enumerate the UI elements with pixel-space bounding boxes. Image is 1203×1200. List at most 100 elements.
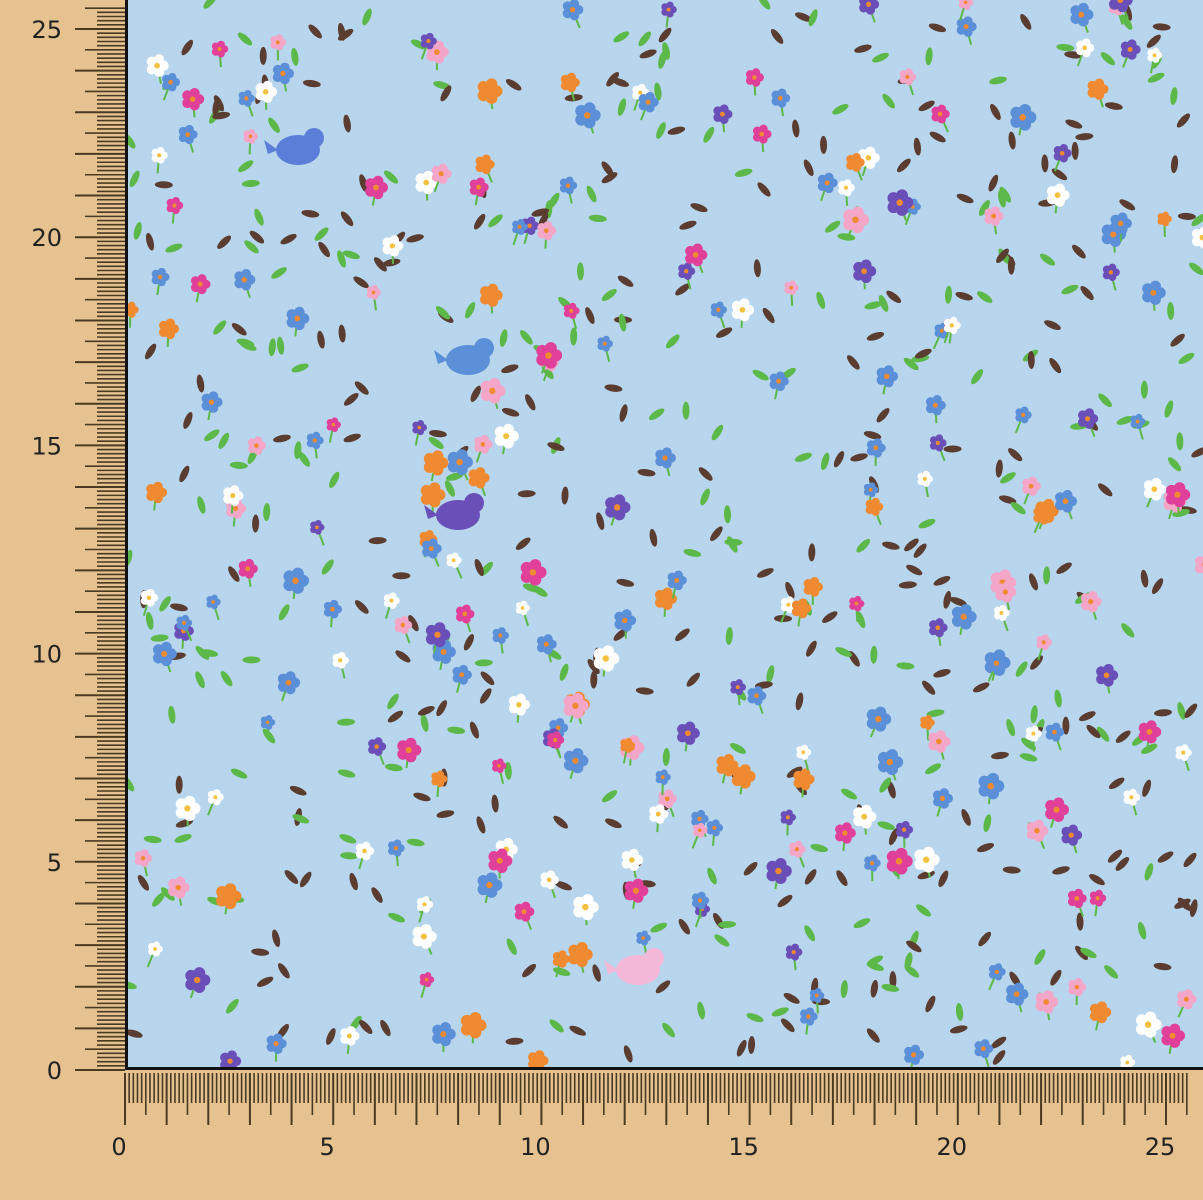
leaf-motif — [1056, 562, 1072, 574]
flower-motif — [1130, 413, 1146, 440]
leaf-motif — [505, 79, 522, 91]
flower-motif — [661, 1, 677, 28]
leaf-motif — [928, 23, 947, 33]
leaf-motif — [317, 330, 325, 349]
leaf-motif — [955, 291, 973, 301]
leaf-motif — [736, 1039, 747, 1057]
leaf-motif — [1137, 921, 1147, 940]
leaf-motif — [1147, 72, 1165, 83]
leaf-motif — [200, 649, 218, 657]
leaf-motif — [1115, 857, 1130, 871]
leaf-motif — [159, 596, 171, 612]
leaf-motif — [881, 984, 900, 992]
flower-motif — [1045, 722, 1065, 751]
leaf-motif — [656, 122, 666, 139]
flower-motif — [929, 434, 947, 462]
flower-motif — [162, 72, 181, 101]
leaf-motif — [1039, 253, 1056, 266]
leaf-motif — [294, 441, 302, 460]
leaf-motif — [639, 49, 657, 59]
leaf-motif — [1007, 256, 1015, 275]
flower-motif — [1110, 212, 1132, 242]
leaf-motif — [866, 332, 885, 341]
flower-motif — [151, 147, 168, 174]
flower-motif — [562, 0, 584, 29]
flower-motif — [838, 179, 855, 206]
leaf-motif — [944, 285, 953, 304]
leaf-motif — [1010, 502, 1026, 515]
flower-motif — [974, 1039, 994, 1067]
flower-motif — [1138, 720, 1162, 751]
leaf-motif — [340, 852, 359, 860]
leaf-motif — [586, 185, 597, 203]
leaf-motif — [956, 193, 974, 204]
flower-motif — [791, 598, 812, 627]
flower-motif — [1087, 78, 1109, 108]
leaf-motif — [242, 656, 261, 664]
leaf-motif — [1140, 569, 1149, 588]
flower-motif — [1123, 788, 1141, 816]
leaf-motif — [978, 200, 991, 216]
floral-pattern — [128, 0, 1203, 1067]
leaf-motif — [501, 407, 520, 417]
leaf-motif — [301, 210, 320, 218]
leaf-motif — [1098, 393, 1112, 408]
leaf-motif — [145, 232, 155, 251]
leaf-motif — [757, 182, 771, 197]
leaf-motif — [413, 792, 431, 802]
flower-motif — [355, 841, 375, 870]
leaf-motif — [476, 816, 486, 834]
leaf-motif — [675, 283, 691, 296]
leaf-motif — [601, 288, 617, 302]
leaf-motif — [756, 568, 774, 578]
leaf-motif — [998, 495, 1017, 504]
flower-motif — [166, 197, 184, 224]
leaf-motif — [1086, 724, 1101, 739]
leaf-motif — [913, 543, 927, 558]
leaf-motif — [658, 51, 667, 69]
leaf-motif — [1176, 113, 1191, 128]
leaf-motif — [906, 564, 923, 576]
leaf-motif — [898, 581, 917, 589]
leaf-motif — [943, 445, 962, 453]
leaf-motif — [1177, 212, 1196, 220]
flower-motif — [272, 62, 295, 92]
flower-motif — [431, 770, 448, 797]
flower-motif — [1068, 977, 1087, 1006]
leaf-motif — [832, 103, 849, 115]
leaf-motif — [658, 27, 672, 43]
leaf-motif — [866, 1028, 880, 1043]
leaf-motif — [276, 336, 285, 355]
leaf-motif — [244, 240, 259, 254]
flower-motif — [528, 1050, 549, 1067]
flower-motif — [896, 820, 914, 848]
leaf-motif — [619, 404, 628, 422]
flower-motif — [1026, 819, 1049, 850]
leaf-motif — [531, 585, 548, 597]
leaf-motif — [197, 496, 206, 514]
leaf-motif — [179, 465, 190, 483]
leaf-motif — [150, 634, 169, 642]
leaf-motif — [870, 645, 878, 664]
flower-motif — [283, 567, 310, 599]
flower-motif — [1102, 263, 1120, 291]
y-ruler-label: 25 — [31, 16, 62, 44]
flower-motif — [784, 280, 799, 306]
flower-motif — [817, 172, 838, 202]
leaf-motif — [925, 763, 942, 775]
flower-motif — [514, 901, 535, 931]
leaf-motif — [753, 259, 761, 278]
leaf-motif — [916, 904, 931, 917]
flower-motif — [537, 221, 557, 249]
leaf-motif — [271, 267, 287, 279]
leaf-motif — [1027, 350, 1035, 369]
leaf-motif — [291, 47, 299, 66]
leaf-motif — [1061, 284, 1079, 295]
flower-motif — [853, 804, 877, 835]
flower-motif — [266, 1033, 287, 1062]
flower-motif — [654, 587, 677, 617]
x-ruler-label: 25 — [1145, 1133, 1176, 1161]
y-ruler-label: 5 — [47, 849, 62, 877]
flower-motif — [1046, 183, 1070, 214]
leaf-motif — [559, 663, 569, 681]
